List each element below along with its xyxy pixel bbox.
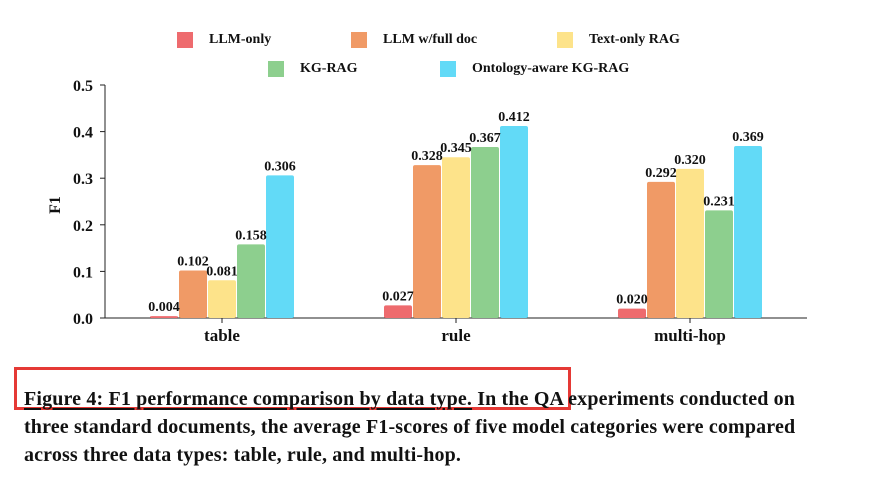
bars-group: [150, 126, 762, 319]
data-label: 0.102: [177, 254, 209, 269]
data-label: 0.369: [732, 130, 764, 145]
legend-label: Ontology-aware KG-RAG: [472, 61, 630, 76]
legend-label: Text-only RAG: [589, 32, 680, 47]
data-label: 0.367: [469, 131, 501, 146]
legend-item-kg-rag: KG-RAG: [268, 61, 358, 77]
bar-llm-only-rule: [384, 305, 412, 318]
data-label: 0.004: [148, 300, 180, 315]
y-axis: 0.0 0.1 0.2 0.3 0.4 0.5: [73, 78, 106, 328]
data-label: 0.027: [382, 289, 414, 304]
bar-text-only-rag-multi-hop: [676, 168, 704, 318]
highlight-box: [14, 367, 571, 410]
bar-text-only-rag-rule: [442, 157, 470, 318]
bar-ontology-aware-kg-rag-table: [266, 175, 294, 318]
data-label: 0.320: [674, 153, 706, 168]
legend-swatch: [557, 32, 573, 48]
bar-kg-rag-rule: [471, 146, 499, 318]
data-label: 0.412: [498, 110, 530, 125]
legend-item-text-only-rag: Text-only RAG: [557, 32, 680, 48]
y-tick-label: 0.3: [73, 171, 93, 188]
legend-swatch: [440, 61, 456, 77]
data-label: 0.328: [411, 149, 443, 164]
y-tick-label: 0.2: [73, 218, 93, 235]
legend-label: KG-RAG: [300, 61, 358, 76]
caption-lead: Figure 4: F1 performance comparison by d…: [24, 388, 473, 410]
y-tick-label: 0.1: [73, 264, 93, 281]
y-tick-label: 0.4: [73, 125, 93, 142]
data-label: 0.306: [264, 159, 296, 174]
caption-body: In the QA experiments conducted on three…: [24, 388, 796, 466]
bar-llm-w-full-doc-rule: [413, 165, 441, 318]
legend-swatch: [177, 32, 193, 48]
data-label: 0.231: [703, 194, 735, 209]
bar-llm-only-multi-hop: [618, 308, 646, 318]
data-label: 0.345: [440, 141, 472, 156]
legend-item-llm-only: LLM-only: [177, 32, 271, 48]
x-axis: table rule multi-hop: [105, 317, 807, 345]
bar-ontology-aware-kg-rag-multi-hop: [734, 146, 762, 318]
bar-text-only-rag-table: [208, 280, 236, 318]
figure-caption: Figure 4: F1 performance comparison by d…: [24, 385, 844, 469]
bar-llm-only-table: [150, 316, 178, 318]
data-label: 0.158: [235, 228, 267, 243]
x-tick-label: multi-hop: [654, 326, 726, 345]
y-tick-label: 0.5: [73, 78, 93, 95]
data-label: 0.081: [206, 264, 238, 279]
x-tick-label: rule: [441, 326, 471, 345]
x-tick-label: table: [204, 326, 240, 345]
legend-swatch: [268, 61, 284, 77]
bar-llm-w-full-doc-table: [179, 270, 207, 318]
legend-label: LLM-only: [209, 32, 272, 47]
legend-item-ontology-aware-kg-rag: Ontology-aware KG-RAG: [440, 61, 629, 77]
legend-label: LLM w/full doc: [383, 32, 478, 47]
bar-ontology-aware-kg-rag-rule: [500, 126, 528, 319]
legend-item-llm-full-doc: LLM w/full doc: [351, 32, 477, 48]
bar-llm-w-full-doc-multi-hop: [647, 181, 675, 318]
y-axis-label: F1: [47, 196, 64, 214]
bar-kg-rag-table: [237, 244, 265, 318]
bar-chart: 0.0 0.1 0.2 0.3 0.4 0.5 table rule multi-hop 0.…: [47, 78, 807, 345]
y-tick-label: 0.0: [73, 311, 93, 328]
legend-swatch: [351, 32, 367, 48]
data-label: 0.020: [616, 293, 648, 308]
data-label: 0.292: [645, 166, 677, 181]
bar-kg-rag-multi-hop: [705, 210, 733, 318]
